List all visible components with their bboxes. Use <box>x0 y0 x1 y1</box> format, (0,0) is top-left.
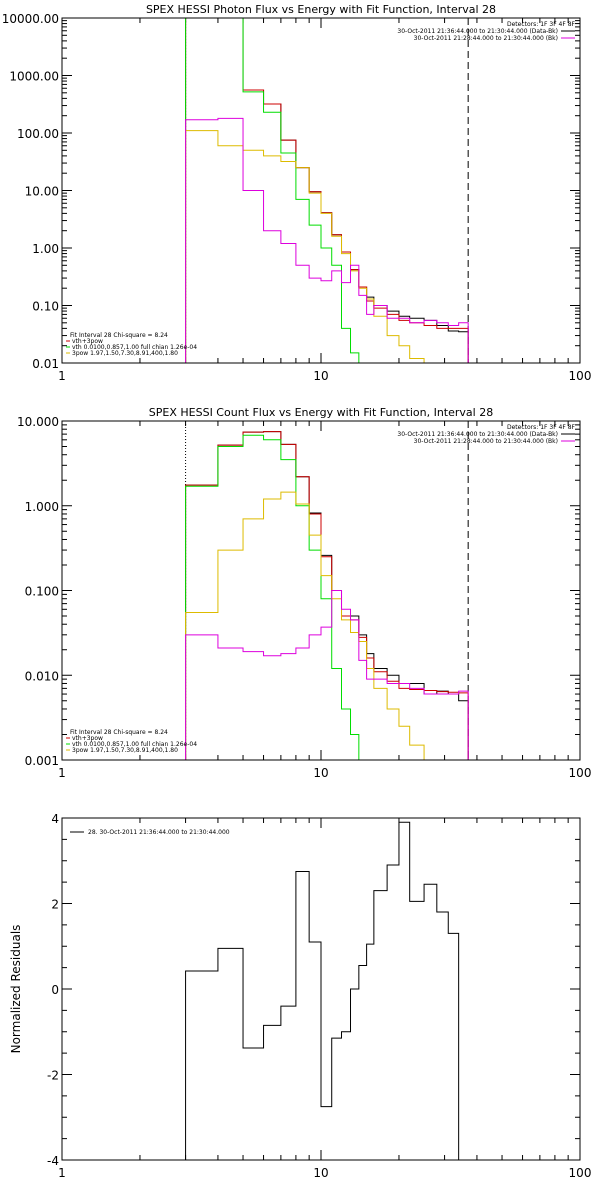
legend-fit-header: Fit Interval 28 Chi-square = 8.24 <box>70 729 168 736</box>
y-tick-label: -4 <box>47 1154 59 1168</box>
x-tick-label: 1 <box>58 1166 66 1180</box>
y-tick-label: 0.001 <box>25 754 59 768</box>
legend-fit-entry: vth+3pow <box>72 735 103 742</box>
y-tick-label: 4 <box>51 812 59 826</box>
plot-frame <box>61 420 581 761</box>
x-tick-label: 100 <box>569 1166 592 1180</box>
legend-fit-entry: vth 0.0100,0.857,1.00 full chian 1.26e-0… <box>72 344 197 351</box>
y-tick-label: 100.00 <box>17 127 59 141</box>
x-tick-label: 1 <box>58 766 66 780</box>
legend-fit-entry: vth 0.0100,0.857,1.00 full chian 1.26e-0… <box>72 741 197 748</box>
y-tick-label: 1.000 <box>25 500 59 514</box>
series-black-line <box>185 18 469 363</box>
x-tick-label: 100 <box>569 369 592 383</box>
x-tick-label: 1 <box>58 369 66 383</box>
y-tick-label: -2 <box>47 1069 59 1083</box>
legend-fit-header: Fit Interval 28 Chi-square = 8.24 <box>70 332 168 339</box>
series-magenta-line <box>185 590 469 760</box>
legend-entry-text: 30-Oct-2011 21:36:44.000 to 21:30:44.000… <box>397 28 558 35</box>
y-tick-label: 0.10 <box>32 300 59 314</box>
plot-area <box>185 821 460 1160</box>
x-tick-label: 10 <box>313 1166 328 1180</box>
series-black-line <box>185 431 469 760</box>
plot-area <box>185 431 469 760</box>
x-tick-label: 100 <box>569 766 592 780</box>
y-tick-label: 10000.00 <box>2 12 59 26</box>
plot-frame <box>61 17 581 364</box>
y-tick-label: 0.100 <box>25 585 59 599</box>
chart-title: SPEX HESSI Count Flux vs Energy with Fit… <box>149 406 493 419</box>
legend-fit-entry: 3pow 1.97,1.50,7.30,8.91,400,1.80 <box>72 747 178 754</box>
legend-entry-text: 28. 30-Oct-2011 21:36:44.000 to 21:30:44… <box>88 829 230 836</box>
legend-entry-text: 30-Oct-2011 21:28:44.000 to 21:30:44.000… <box>414 438 558 445</box>
legend-entry-text: 30-Oct-2011 21:36:44.000 to 21:30:44.000… <box>397 431 558 438</box>
chart-3: Normalized Residuals 1 10 100 -4 -2 0 2 4 28. 30-… <box>9 812 591 1180</box>
series-red-line <box>185 431 469 760</box>
series-yellow-line <box>185 491 438 760</box>
y-tick-label: 0 <box>51 983 59 997</box>
chart-title: SPEX HESSI Photon Flux vs Energy with Fi… <box>146 3 496 16</box>
series-black-line <box>185 821 460 1160</box>
series-yellow-line <box>185 130 425 363</box>
series-green-line <box>185 18 360 363</box>
legend-fit-entry: 3pow 1.97,1.50,7.30,8.91,400,1.80 <box>72 350 178 357</box>
x-tick-label: 10 <box>313 369 328 383</box>
plot-area <box>185 18 469 363</box>
y-tick-label: 10.00 <box>25 185 59 199</box>
legend-fit-entry: vth+3pow <box>72 338 103 345</box>
series-green-line <box>185 434 360 760</box>
y-tick-label: 2 <box>51 898 59 912</box>
y-tick-label: 0.010 <box>25 669 59 683</box>
series-red-line <box>185 18 469 363</box>
plot-frame <box>61 817 581 1161</box>
chart-2: SPEX HESSI Count Flux vs Energy with Fit… <box>17 406 592 780</box>
y-tick-label: 10.000 <box>17 415 59 429</box>
y-axis-label: Normalized Residuals <box>9 925 23 1054</box>
y-tick-label: 0.01 <box>32 357 59 371</box>
y-tick-label: 1.00 <box>32 242 59 256</box>
legend-detectors: Detectors: 1F 3F 4F 8F <box>507 21 576 28</box>
chart-1: SPEX HESSI Photon Flux vs Energy with Fi… <box>2 3 592 383</box>
x-tick-label: 10 <box>313 766 328 780</box>
legend-entry-text: 30-Oct-2011 21:28:44.000 to 21:30:44.000… <box>414 35 558 42</box>
series-magenta-line <box>185 117 469 363</box>
y-tick-label: 1000.00 <box>9 70 59 84</box>
legend-detectors: Detectors: 1F 3F 4F 8F <box>507 424 576 431</box>
